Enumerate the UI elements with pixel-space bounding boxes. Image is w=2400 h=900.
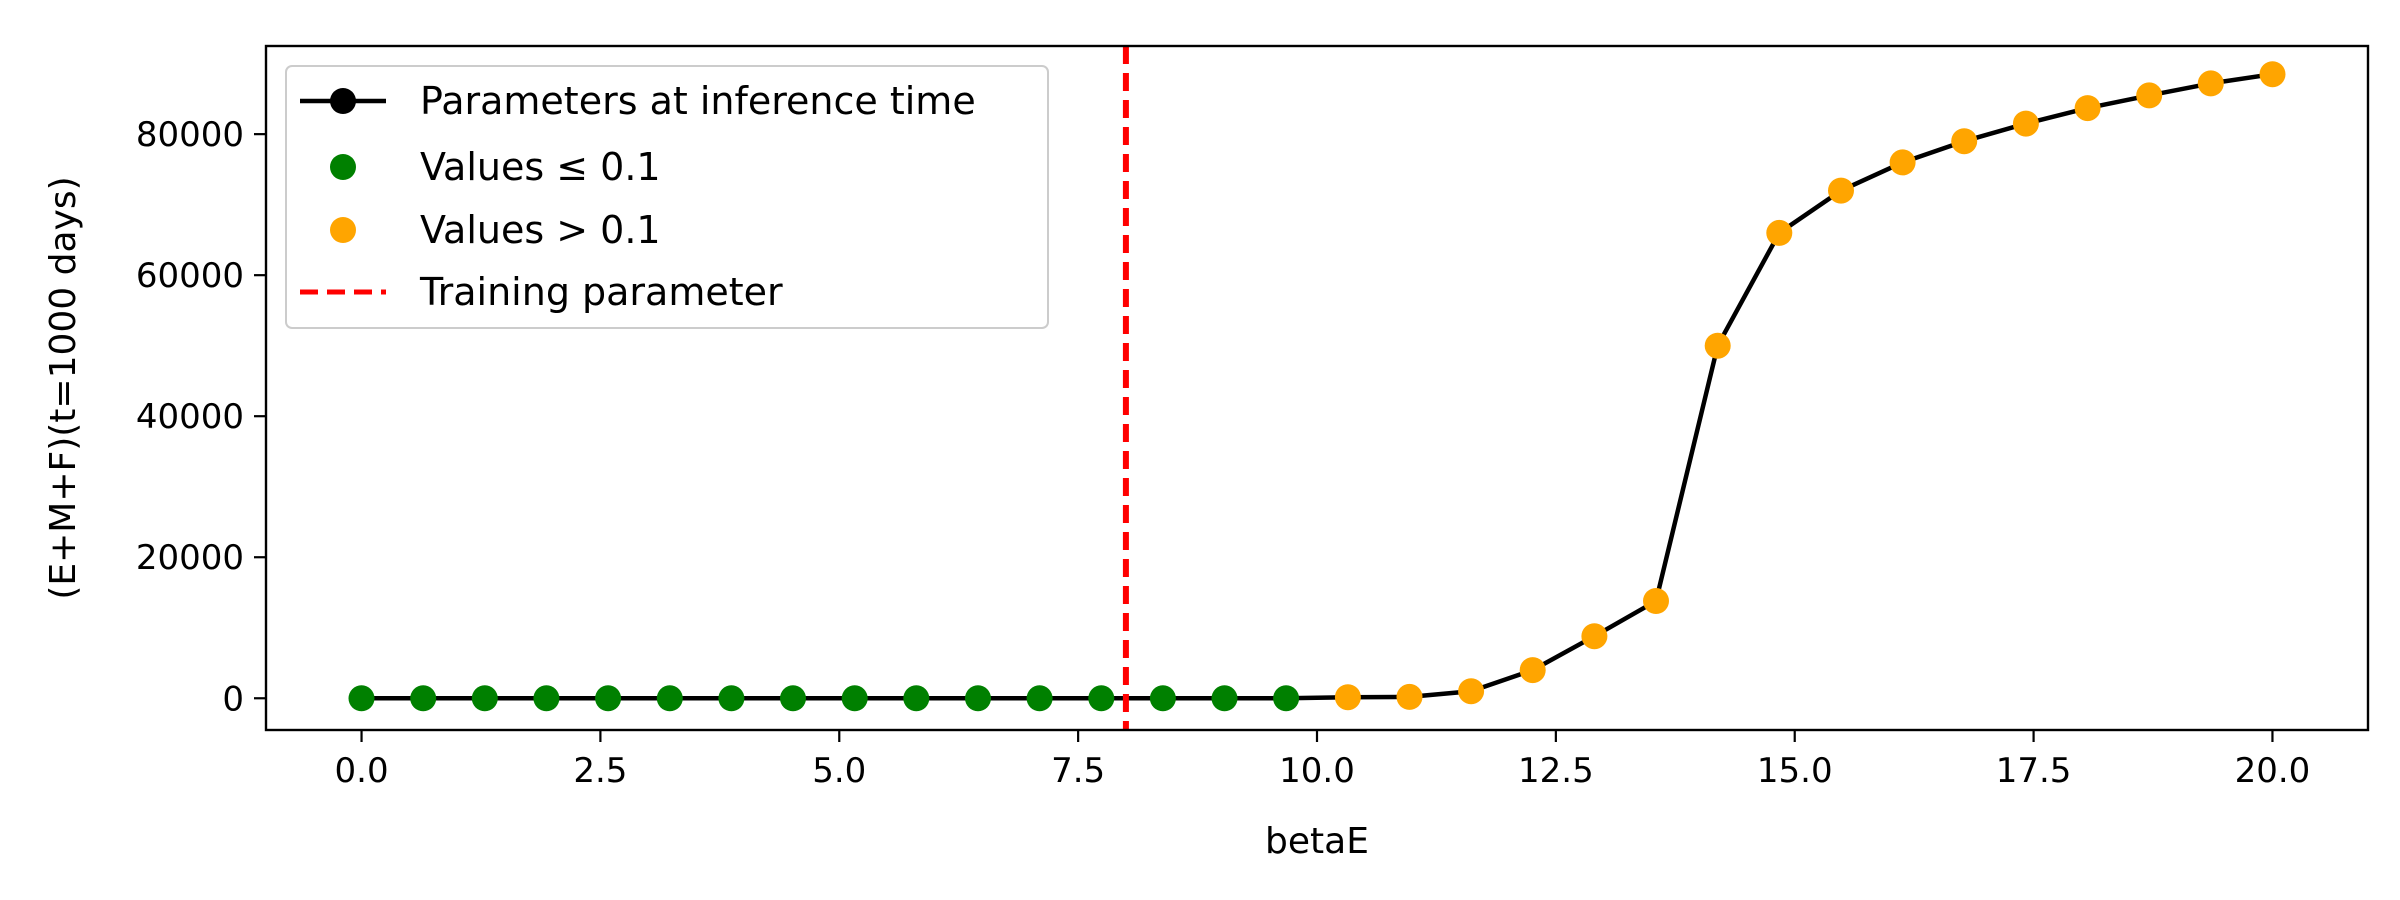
data-point-low	[965, 685, 991, 712]
data-point-low	[1026, 685, 1053, 712]
legend-box	[285, 65, 1049, 329]
data-point-low	[718, 685, 745, 712]
data-point-high	[2197, 70, 2224, 97]
data-point-low	[1088, 685, 1115, 712]
legend-low-swatch	[330, 154, 356, 180]
y-axis-label: (E+M+F)(t=1000 days)	[43, 176, 84, 599]
data-point-low	[656, 685, 683, 712]
x-tick-label: 12.5	[1518, 751, 1594, 791]
legend-entry-high: Values > 0.1	[420, 208, 661, 252]
data-point-high	[1704, 332, 1731, 359]
data-point-low	[533, 685, 560, 712]
x-tick-label: 20.0	[2235, 751, 2311, 791]
data-point-low	[348, 685, 375, 712]
y-tick-label: 60000	[136, 256, 244, 296]
legend-entry-training: Training parameter	[419, 270, 783, 314]
data-point-high	[1643, 588, 1669, 614]
y-tick-label: 40000	[136, 397, 244, 437]
data-point-high	[1766, 219, 1793, 246]
x-tick-label: 10.0	[1279, 751, 1355, 791]
data-point-high	[1334, 684, 1361, 711]
y-tick-label: 20000	[136, 538, 244, 578]
x-tick-label: 2.5	[573, 751, 627, 791]
data-point-high	[1828, 177, 1854, 204]
x-axis: 0.0 2.5 5.0 7.5 10.0 12.5 15.0 17.5 20.0	[335, 730, 2311, 791]
data-point-high	[1951, 128, 1978, 155]
x-axis-label: betaE	[1265, 821, 1369, 862]
legend-entry-low: Values ≤ 0.1	[420, 145, 661, 189]
data-point-low	[471, 685, 498, 712]
data-point-high	[2012, 110, 2039, 137]
data-point-high	[1519, 657, 1546, 684]
data-point-low	[410, 685, 437, 712]
data-point-high	[2074, 95, 2101, 122]
legend: Parameters at inference time Values ≤ 0.…	[285, 65, 1049, 329]
data-point-low	[841, 685, 868, 712]
data-point-low	[1211, 685, 1238, 712]
legend-marker-swatch	[330, 88, 356, 114]
data-point-high	[1396, 683, 1423, 710]
data-point-low	[595, 685, 622, 712]
x-tick-label: 7.5	[1051, 751, 1105, 791]
legend-high-swatch	[330, 217, 356, 243]
plot-area	[348, 46, 2286, 730]
data-point-low	[780, 685, 806, 712]
x-tick-label: 15.0	[1757, 751, 1833, 791]
data-point-high	[1889, 149, 1916, 176]
y-tick-label: 0	[222, 679, 244, 719]
data-point-high	[1458, 678, 1485, 705]
legend-entry-inference: Parameters at inference time	[420, 79, 976, 123]
x-tick-label: 0.0	[335, 751, 389, 791]
data-point-low	[1273, 685, 1300, 712]
data-point-high	[1581, 623, 1608, 650]
data-point-high	[2259, 61, 2286, 88]
y-tick-label: 80000	[136, 115, 244, 155]
y-axis: 0 20000 40000 60000 80000	[136, 115, 266, 719]
x-tick-label: 5.0	[812, 751, 866, 791]
x-tick-label: 17.5	[1996, 751, 2072, 791]
data-point-low	[1149, 685, 1176, 712]
data-point-low	[903, 685, 930, 712]
data-point-high	[2136, 82, 2163, 109]
